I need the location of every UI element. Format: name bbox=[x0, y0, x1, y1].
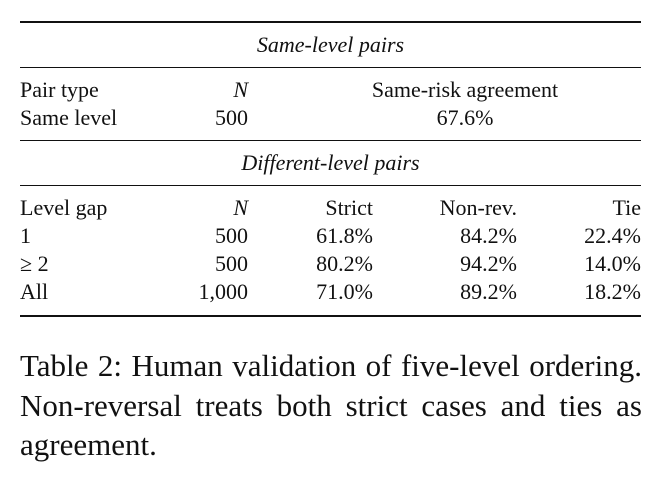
col-header: Pair type bbox=[20, 77, 99, 102]
col-header: Tie bbox=[612, 195, 641, 220]
section-title: Same-level pairs bbox=[256, 32, 405, 57]
cell: 84.2% bbox=[460, 223, 517, 248]
mid-rule bbox=[20, 185, 641, 186]
caption: Table 2: Human validation of five-level … bbox=[20, 348, 642, 462]
col-header: Non-rev. bbox=[439, 195, 517, 220]
cell: 94.2% bbox=[460, 251, 517, 276]
cell: 1,000 bbox=[198, 279, 249, 304]
cell: 18.2% bbox=[584, 279, 641, 304]
col-header: Level gap bbox=[20, 195, 108, 220]
section-title: Different-level pairs bbox=[241, 150, 420, 175]
top-rule bbox=[20, 21, 641, 23]
cell: 89.2% bbox=[460, 279, 517, 304]
bottom-rule bbox=[20, 315, 641, 317]
cell: 500 bbox=[215, 223, 248, 248]
cell: 22.4% bbox=[584, 223, 641, 248]
cell: All bbox=[20, 279, 49, 304]
cell: Same level bbox=[20, 105, 118, 130]
col-header: Strict bbox=[325, 195, 373, 220]
cell: 500 bbox=[215, 251, 248, 276]
cell: 67.6% bbox=[436, 105, 494, 130]
mid-rule bbox=[20, 67, 641, 68]
col-header: N bbox=[233, 195, 248, 220]
cell: 80.2% bbox=[316, 251, 373, 276]
cell: 1 bbox=[20, 223, 31, 248]
cell: 14.0% bbox=[584, 251, 641, 276]
cell: ≥ 2 bbox=[20, 251, 49, 276]
col-header: Same-risk agreement bbox=[371, 77, 559, 102]
cell: 500 bbox=[215, 105, 248, 130]
cell: 71.0% bbox=[316, 279, 373, 304]
col-header: N bbox=[233, 77, 248, 102]
mid-rule bbox=[20, 140, 641, 141]
cell: 61.8% bbox=[316, 223, 373, 248]
